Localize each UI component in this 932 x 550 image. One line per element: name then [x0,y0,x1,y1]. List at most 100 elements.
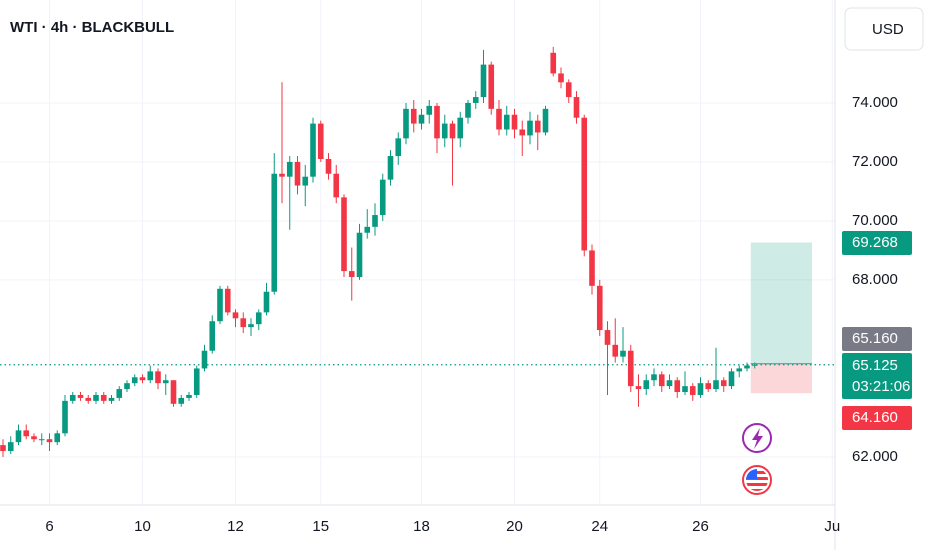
event-icon-lightning[interactable] [742,423,772,453]
candle-body [573,97,580,118]
candle-body [751,364,758,366]
candle-body [604,330,611,345]
candle-body [263,291,270,313]
candle-body [705,383,712,390]
candle-body [108,397,115,401]
candle-body [480,64,487,98]
x-tick-label: 6 [45,518,53,535]
candle-body [186,394,192,398]
price-label: 65.160 [852,330,898,347]
candle-body [728,371,735,387]
candle-body [589,250,595,286]
candle-body [403,108,409,139]
candle-body [511,114,518,130]
candle-body [558,73,564,83]
candle-body [387,156,394,180]
profit-zone [750,242,812,364]
candle-body [224,288,231,313]
candle-body [674,380,681,393]
candle-body [534,120,541,133]
candle-body [31,436,37,440]
price-label-box [842,231,912,255]
loss-zone [750,363,812,394]
event-icon-flag[interactable] [742,465,772,495]
candle-body [596,285,603,331]
candle-body [519,129,526,136]
price-label-box [842,353,912,399]
price-label-box [842,406,912,430]
currency-button[interactable] [844,7,924,51]
candle-body [457,117,464,139]
y-tick-label: 68.000 [852,271,898,288]
candle-body [441,123,448,139]
x-tick-label: Ju [824,518,840,535]
candle-body [116,389,123,398]
candle-body [217,288,223,322]
candle-body [69,394,76,401]
candle-body [15,430,22,443]
candle-body [348,271,355,277]
candle-body [310,123,316,177]
candle-body [689,386,696,395]
axes: 74.000 72.000 70.000 68.000 62.000 6 10 12 15 18 2… [45,94,912,535]
candle-body [124,383,130,390]
candle-body [434,105,440,139]
candle-body [62,400,68,434]
candle-body [550,52,557,74]
chart-title: WTI · 4h · BLACKBULL [10,19,174,36]
candle-body [364,226,371,233]
candle-body [697,383,704,395]
candle-body [7,442,14,452]
candle-body [736,368,743,372]
candle-body [170,380,177,404]
candle-body [201,350,208,369]
price-label: 69.268 [852,234,898,251]
candle-body [23,430,30,437]
candle-body [372,215,378,227]
candle-body [139,377,146,381]
candle-body [46,439,53,443]
candle-body [666,380,673,387]
candle-body [488,64,495,109]
countdown: 03:21:06 [852,378,910,395]
candle-body [744,365,750,369]
candle-body [100,394,107,401]
candle-body [658,374,665,387]
candle-body [317,123,324,159]
candle-body [0,445,6,452]
candle-body [651,374,657,381]
candle-body [178,397,185,404]
x-tick-label: 15 [312,518,329,535]
x-tick-label: 20 [506,518,523,535]
candle-body [426,105,433,115]
x-tick-label: 12 [227,518,244,535]
candle-body [720,380,727,387]
candle-body [682,386,688,393]
candle-body [418,114,425,124]
candle-body [77,394,84,398]
candle-body [635,386,642,390]
candle-body [713,380,719,390]
x-tick-label: 10 [134,518,151,535]
candle-body [341,197,347,272]
candle-body [503,114,510,130]
candle-body [155,371,161,384]
position-tool [0,242,835,394]
y-tick-label: 72.000 [852,153,898,170]
candle-body [193,368,200,395]
price-label: 65.125 [852,357,898,374]
candle-body [472,97,479,103]
candle-body [93,394,99,401]
currency-label[interactable]: USD [872,21,904,38]
candle-body [581,117,588,251]
price-label-box [842,327,912,351]
candle-body [209,321,216,351]
candle-body [38,439,45,441]
candle-body [54,433,61,443]
candle-body [379,179,386,216]
candle-body [325,158,332,174]
candle-body [85,397,92,401]
candle-body [395,138,402,157]
candle-body [333,173,340,198]
